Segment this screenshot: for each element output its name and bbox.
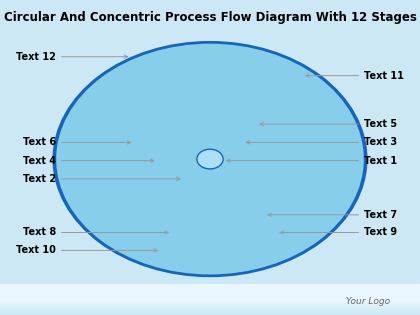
Bar bbox=[0, 290, 420, 306]
Ellipse shape bbox=[122, 93, 298, 225]
Bar bbox=[0, 292, 420, 308]
Text: Text 5: Text 5 bbox=[364, 119, 397, 129]
Ellipse shape bbox=[105, 80, 315, 238]
Text: Text 2: Text 2 bbox=[23, 174, 56, 184]
Bar bbox=[0, 291, 420, 307]
Bar bbox=[0, 295, 420, 311]
Text: Text 7: Text 7 bbox=[364, 210, 397, 220]
Text: Text 10: Text 10 bbox=[16, 245, 56, 255]
Ellipse shape bbox=[144, 110, 276, 208]
Ellipse shape bbox=[171, 129, 249, 189]
Ellipse shape bbox=[52, 41, 368, 277]
Ellipse shape bbox=[197, 149, 223, 169]
Ellipse shape bbox=[148, 112, 272, 206]
Text: Text 3: Text 3 bbox=[364, 137, 397, 147]
Ellipse shape bbox=[79, 60, 341, 258]
Bar bbox=[0, 299, 420, 315]
Bar bbox=[0, 286, 420, 302]
Ellipse shape bbox=[56, 44, 364, 274]
Text: Text 8: Text 8 bbox=[23, 227, 56, 238]
Bar bbox=[0, 293, 420, 309]
Ellipse shape bbox=[184, 139, 236, 179]
Bar bbox=[0, 284, 420, 300]
Ellipse shape bbox=[187, 142, 233, 176]
Bar bbox=[0, 299, 420, 314]
Bar bbox=[0, 295, 420, 310]
Text: Text 9: Text 9 bbox=[364, 227, 397, 238]
Ellipse shape bbox=[201, 152, 220, 166]
Bar bbox=[0, 287, 420, 302]
Bar bbox=[0, 287, 420, 303]
Ellipse shape bbox=[135, 103, 285, 215]
Ellipse shape bbox=[118, 90, 302, 228]
Ellipse shape bbox=[92, 71, 328, 248]
Text: Text 1: Text 1 bbox=[364, 156, 397, 166]
Ellipse shape bbox=[158, 120, 262, 198]
Ellipse shape bbox=[197, 149, 223, 169]
Ellipse shape bbox=[66, 51, 354, 267]
Ellipse shape bbox=[96, 73, 325, 245]
Bar bbox=[0, 294, 420, 309]
Text: Text 12: Text 12 bbox=[16, 52, 56, 62]
Bar bbox=[0, 290, 420, 306]
Ellipse shape bbox=[174, 132, 246, 186]
Text: Text 4: Text 4 bbox=[23, 156, 56, 166]
Ellipse shape bbox=[161, 123, 259, 196]
Text: Text 11: Text 11 bbox=[364, 71, 404, 81]
Bar bbox=[0, 297, 420, 312]
Text: Circular And Concentric Process Flow Diagram With 12 Stages: Circular And Concentric Process Flow Dia… bbox=[3, 11, 417, 24]
Ellipse shape bbox=[131, 100, 289, 218]
Bar bbox=[0, 296, 420, 312]
Bar bbox=[0, 298, 420, 313]
Text: Your Logo: Your Logo bbox=[346, 296, 391, 306]
Ellipse shape bbox=[109, 83, 311, 235]
Bar bbox=[0, 289, 420, 305]
Ellipse shape bbox=[69, 54, 351, 265]
Bar bbox=[0, 288, 420, 304]
Text: Text 6: Text 6 bbox=[23, 137, 56, 147]
Ellipse shape bbox=[82, 63, 338, 255]
Bar bbox=[0, 285, 420, 301]
